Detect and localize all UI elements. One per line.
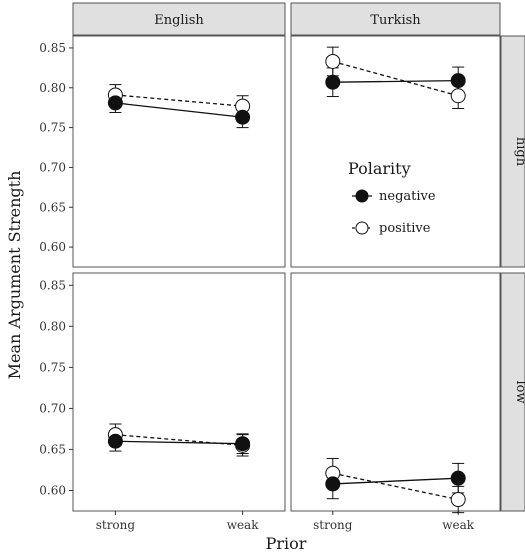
panel-english-high bbox=[72, 35, 286, 268]
series-line-negative bbox=[332, 477, 459, 485]
y-tick-label: 0.70 bbox=[39, 160, 66, 174]
legend-marker-positive bbox=[355, 221, 369, 235]
series-line-negative bbox=[115, 102, 243, 118]
point-negative-weak bbox=[450, 470, 466, 486]
point-positive-weak bbox=[450, 492, 466, 508]
point-positive-strong bbox=[325, 53, 341, 69]
panel-turkish-high bbox=[290, 35, 501, 268]
point-negative-strong bbox=[325, 476, 341, 492]
legend-entry-negative: negative bbox=[352, 189, 436, 204]
strip-english bbox=[72, 2, 286, 36]
panel-marks-turkish-high bbox=[325, 46, 466, 109]
series-line-negative bbox=[115, 440, 243, 445]
panel-english-low bbox=[72, 272, 286, 512]
y-tick-label: 0.65 bbox=[39, 200, 66, 214]
y-tick-label: 0.85 bbox=[39, 41, 66, 55]
y-tick-label: 0.80 bbox=[39, 81, 66, 95]
panel-marks-turkish-low bbox=[325, 457, 466, 514]
legend-label-negative: negative bbox=[379, 189, 436, 204]
point-negative-weak bbox=[450, 73, 466, 89]
x-tick-label: weak bbox=[442, 518, 475, 532]
point-negative-weak bbox=[235, 436, 251, 452]
point-negative-strong bbox=[107, 95, 123, 111]
y-tick-label: 0.85 bbox=[39, 278, 66, 292]
series-line-positive bbox=[115, 94, 243, 107]
y-tick-label: 0.65 bbox=[39, 442, 66, 456]
y-tick-label: 0.80 bbox=[39, 319, 66, 333]
x-tick-label: strong bbox=[313, 518, 353, 532]
x-tick-label: strong bbox=[96, 518, 136, 532]
point-negative-weak bbox=[235, 109, 251, 125]
y-axis-title: Mean Argument Strength bbox=[5, 171, 24, 380]
point-positive-weak bbox=[450, 88, 466, 104]
y-tick-label: 0.75 bbox=[39, 121, 66, 135]
panel-marks-english-high bbox=[107, 84, 251, 129]
x-axis-title: Prior bbox=[266, 534, 307, 553]
strip-row-high bbox=[500, 35, 525, 268]
strip-label-english: English bbox=[154, 13, 204, 28]
x-tick-label: weak bbox=[227, 518, 260, 532]
panel-turkish-low bbox=[290, 272, 501, 512]
strip-label-row-high: high bbox=[513, 137, 525, 167]
series-line-positive bbox=[332, 472, 459, 501]
y-tick-label: 0.75 bbox=[39, 360, 66, 374]
series-line-negative bbox=[332, 79, 459, 83]
y-tick-label: 0.60 bbox=[39, 240, 66, 254]
strip-label-turkish: Turkish bbox=[370, 13, 421, 28]
strip-turkish bbox=[290, 2, 501, 36]
legend-marker-negative bbox=[355, 189, 369, 203]
series-line-positive bbox=[332, 60, 459, 97]
panel-marks-english-low bbox=[107, 423, 251, 457]
strip-label-row-low: low bbox=[513, 380, 525, 403]
legend-label-positive: positive bbox=[379, 221, 431, 236]
point-negative-strong bbox=[325, 74, 341, 90]
y-tick-label: 0.60 bbox=[39, 483, 66, 497]
point-negative-strong bbox=[107, 433, 123, 449]
legend-title: Polarity bbox=[348, 159, 411, 178]
strip-row-low bbox=[500, 272, 525, 512]
legend-entry-positive: positive bbox=[352, 221, 431, 236]
legend: Polarity negative positive bbox=[348, 159, 436, 236]
y-tick-label: 0.70 bbox=[39, 401, 66, 415]
